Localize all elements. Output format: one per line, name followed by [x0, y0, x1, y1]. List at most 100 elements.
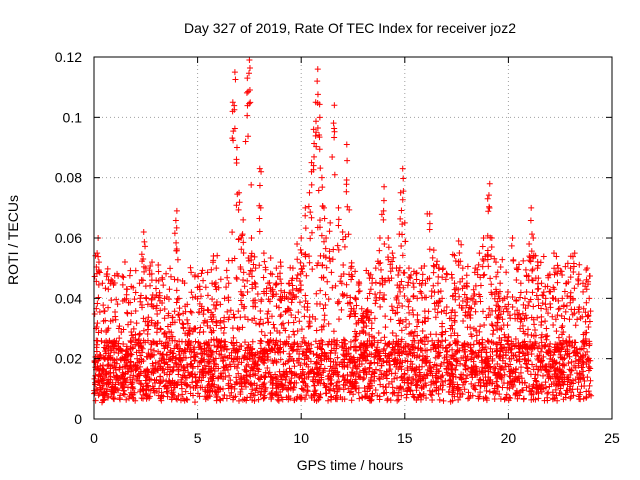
- data-point-cloud: [157, 307, 164, 314]
- data-point-cluster: [355, 288, 362, 295]
- data-point-cloud: [299, 338, 306, 345]
- data-point-cloud: [489, 322, 496, 329]
- data-point-cloud: [348, 388, 355, 395]
- data-point-cloud: [117, 392, 124, 399]
- data-point-cluster: [145, 350, 152, 357]
- data-point-cloud: [552, 346, 559, 353]
- data-point-cluster: [273, 291, 280, 298]
- data-point-cloud: [107, 365, 114, 372]
- data-point-cluster: [528, 248, 535, 255]
- data-point-cloud: [550, 321, 557, 328]
- data-point-cloud: [336, 384, 343, 391]
- data-point-cluster: [148, 295, 155, 302]
- data-point-cloud: [380, 358, 387, 365]
- data-point-cloud: [328, 269, 335, 276]
- data-point: [356, 280, 363, 287]
- data-point-cloud: [197, 324, 204, 331]
- data-point-cloud: [286, 365, 293, 372]
- data-point-cloud: [475, 379, 482, 386]
- data-point-cloud: [192, 374, 199, 381]
- data-point-cloud: [140, 387, 147, 394]
- data-point-cloud: [199, 366, 206, 373]
- data-point-cloud: [101, 308, 108, 315]
- data-point-cloud: [378, 211, 385, 218]
- data-point-cluster: [528, 231, 535, 238]
- data-point-cloud: [94, 320, 101, 327]
- data-point-cluster: [447, 354, 454, 361]
- data-point-cloud: [120, 274, 127, 281]
- data-point-cluster: [184, 316, 191, 323]
- data-point-cluster: [240, 250, 247, 257]
- data-point-cluster: [372, 300, 379, 307]
- data-point-cloud: [316, 217, 323, 224]
- data-point-cluster: [418, 337, 425, 344]
- data-point-cloud: [121, 354, 128, 361]
- data-point-cloud: [380, 383, 387, 390]
- data-point-cloud: [251, 363, 258, 370]
- data-point: [175, 295, 182, 302]
- data-point-cluster: [313, 143, 320, 150]
- data-point-cloud: [342, 340, 349, 347]
- data-point-cloud: [561, 355, 568, 362]
- data-point-cloud: [470, 341, 477, 348]
- data-point-cloud: [103, 271, 110, 278]
- data-point-cluster: [431, 300, 438, 307]
- data-point-cloud: [137, 370, 144, 377]
- data-point-cluster: [157, 379, 164, 386]
- data-point-cluster: [400, 188, 407, 195]
- data-point-cloud: [449, 346, 456, 353]
- data-point: [505, 301, 512, 308]
- data-point-cloud: [493, 348, 500, 355]
- data-point-cloud: [497, 264, 504, 271]
- data-point-cluster: [156, 338, 163, 345]
- data-point-cloud: [128, 351, 135, 358]
- data-point-cluster: [372, 279, 379, 286]
- data-point-cloud: [338, 306, 345, 313]
- data-point-cloud: [273, 303, 280, 310]
- data-point-cloud: [526, 383, 533, 390]
- data-point-cluster: [426, 226, 433, 233]
- data-point-cloud: [515, 340, 522, 347]
- data-point-cloud: [137, 363, 144, 370]
- data-point: [128, 310, 135, 317]
- data-point-cloud: [499, 256, 506, 263]
- data-point-cluster: [447, 398, 454, 405]
- data-point-cloud: [566, 338, 573, 345]
- data-point-cloud: [454, 356, 461, 363]
- data-point-cloud: [437, 349, 444, 356]
- data-point-cloud: [544, 371, 551, 378]
- data-point-cloud: [389, 329, 396, 336]
- data-point-cloud: [443, 304, 450, 311]
- data-point-cluster: [173, 224, 180, 231]
- data-point-cloud: [487, 363, 494, 370]
- data-point-cluster: [180, 354, 187, 361]
- data-point-cloud: [119, 297, 126, 304]
- data-point-cloud: [158, 354, 165, 361]
- data-point-cloud: [282, 360, 289, 367]
- data-point-cloud: [534, 371, 541, 378]
- data-point-cloud: [544, 349, 551, 356]
- data-point-cloud: [427, 346, 434, 353]
- data-point-cloud: [274, 273, 281, 280]
- data-point-cloud: [540, 385, 547, 392]
- data-point-cluster: [513, 297, 520, 304]
- data-point-cloud: [562, 263, 569, 270]
- data-point-cloud: [117, 346, 124, 353]
- data-point-cloud: [264, 338, 271, 345]
- data-point-cloud: [352, 385, 359, 392]
- data-point-cloud: [455, 347, 462, 354]
- data-point-cloud: [494, 361, 501, 368]
- data-point-cloud: [232, 393, 239, 400]
- data-point-cloud: [537, 348, 544, 355]
- data-point-cloud: [454, 332, 461, 339]
- data-point-cluster: [586, 342, 593, 349]
- data-point-cluster: [272, 339, 279, 346]
- data-point-cloud: [159, 299, 166, 306]
- data-point-cluster: [298, 249, 305, 256]
- data-point: [323, 235, 330, 241]
- data-point-cloud: [578, 383, 585, 390]
- data-point-cloud: [448, 271, 455, 278]
- data-point-cloud: [230, 311, 237, 318]
- data-point-cluster: [455, 262, 462, 269]
- data-point-cloud: [111, 396, 118, 403]
